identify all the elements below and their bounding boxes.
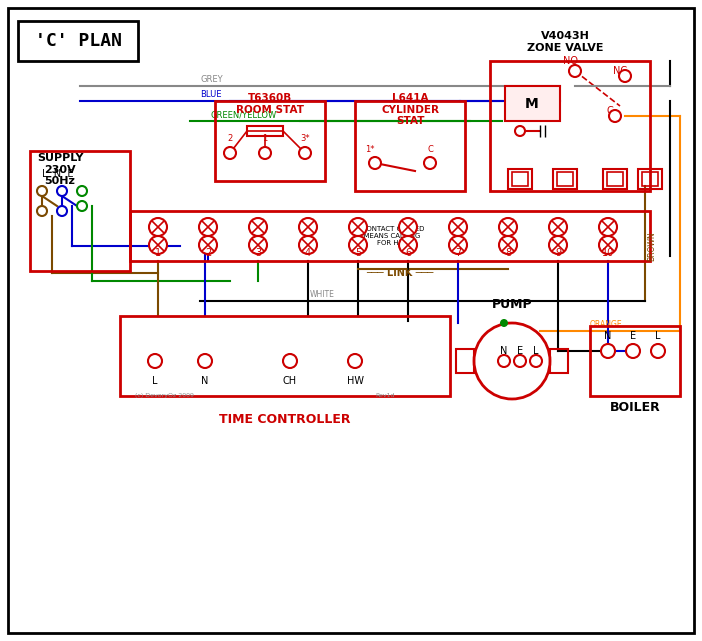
Circle shape [249,236,267,254]
Circle shape [498,355,510,367]
Text: GREY: GREY [200,75,223,84]
Text: BROWN: BROWN [647,231,656,261]
Circle shape [224,147,236,159]
Circle shape [499,236,517,254]
Text: L641A
CYLINDER
STAT: L641A CYLINDER STAT [381,93,439,126]
Circle shape [651,344,665,358]
Circle shape [549,236,567,254]
Circle shape [348,354,362,368]
Circle shape [77,186,87,196]
Circle shape [609,110,621,122]
Text: E: E [517,346,523,356]
Text: 1*: 1* [365,145,375,154]
Text: BLUE: BLUE [200,90,222,99]
Text: BOILER: BOILER [609,401,661,414]
FancyBboxPatch shape [247,126,283,136]
Circle shape [149,218,167,236]
Text: E: E [630,331,636,341]
Circle shape [599,236,617,254]
Text: 2: 2 [227,134,232,143]
Circle shape [198,354,212,368]
Circle shape [299,236,317,254]
Text: TIME CONTROLLER: TIME CONTROLLER [219,413,351,426]
Text: N: N [501,346,508,356]
Text: 8: 8 [505,248,511,258]
Circle shape [569,65,581,77]
Circle shape [77,201,87,211]
Circle shape [399,236,417,254]
Text: Rev1d: Rev1d [375,393,395,398]
Text: 3*: 3* [300,134,310,143]
Circle shape [499,218,517,236]
Circle shape [474,323,550,399]
FancyBboxPatch shape [505,86,560,121]
Circle shape [299,147,311,159]
Text: T6360B
ROOM STAT: T6360B ROOM STAT [236,93,304,115]
Text: L  N  E: L N E [42,169,74,179]
Circle shape [449,218,467,236]
Circle shape [619,70,631,82]
Circle shape [148,354,162,368]
Circle shape [449,236,467,254]
Circle shape [530,355,542,367]
Text: 9: 9 [555,248,561,258]
Text: PUMP: PUMP [491,298,532,311]
Text: 3: 3 [255,248,261,258]
Circle shape [349,218,367,236]
Text: 1: 1 [263,134,267,143]
Text: GREEN/YELLOW: GREEN/YELLOW [210,110,277,119]
Text: 4: 4 [305,248,311,258]
Circle shape [399,218,417,236]
Text: * CONTACT CLOSED
  MEANS CALLING
    FOR HEAT: * CONTACT CLOSED MEANS CALLING FOR HEAT [356,226,424,246]
Circle shape [283,354,297,368]
Circle shape [259,147,271,159]
Text: CH: CH [283,376,297,386]
Text: L: L [152,376,158,386]
Text: ORANGE: ORANGE [590,320,623,329]
Text: (c) DevoryOz 2009: (c) DevoryOz 2009 [135,393,194,398]
Text: 6: 6 [405,248,411,258]
Circle shape [599,218,617,236]
Circle shape [424,157,436,169]
Circle shape [37,186,47,196]
Circle shape [601,344,615,358]
Text: N: N [201,376,208,386]
Text: NO: NO [562,56,578,66]
Text: M: M [525,97,539,111]
Text: HW: HW [347,376,364,386]
Text: C: C [427,145,433,154]
Circle shape [149,236,167,254]
Circle shape [549,218,567,236]
Circle shape [249,218,267,236]
Circle shape [57,206,67,216]
Text: C: C [607,106,614,116]
Text: 2: 2 [205,248,211,258]
Text: 10: 10 [602,248,614,258]
Circle shape [349,236,367,254]
Circle shape [299,218,317,236]
Circle shape [199,236,217,254]
Circle shape [37,206,47,216]
Circle shape [514,355,526,367]
Circle shape [369,157,381,169]
Text: 'C' PLAN: 'C' PLAN [34,32,121,50]
Text: 5: 5 [355,248,361,258]
Circle shape [515,126,525,136]
Text: SUPPLY
230V
50Hz: SUPPLY 230V 50Hz [37,153,84,186]
Text: ─── LINK ───: ─── LINK ─── [366,268,434,278]
Circle shape [199,218,217,236]
Circle shape [57,186,67,196]
Text: V4043H
ZONE VALVE: V4043H ZONE VALVE [526,31,603,53]
Text: N: N [604,331,611,341]
Text: 1: 1 [155,248,161,258]
Text: 7: 7 [455,248,461,258]
Circle shape [500,319,508,327]
Text: L: L [655,331,661,341]
Text: WHITE: WHITE [310,290,335,299]
Circle shape [626,344,640,358]
Text: L: L [534,346,538,356]
Text: NC: NC [613,66,627,76]
